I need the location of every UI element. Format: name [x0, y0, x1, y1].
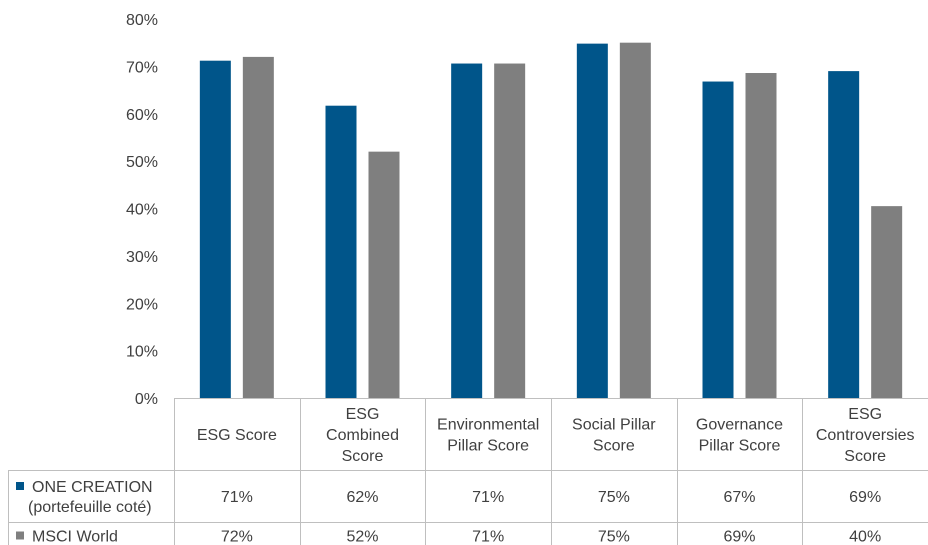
data-label-series-2: 71% — [472, 529, 504, 545]
y-tick-label: 50% — [126, 154, 158, 171]
data-label-series-1: 71% — [472, 489, 504, 506]
legend-label-series-2: MSCI World — [32, 529, 118, 545]
bar-series-1-category-6 — [828, 71, 860, 399]
data-label-series-2: 72% — [221, 529, 253, 545]
bar-series-1-category-3 — [451, 63, 483, 398]
y-tick-label: 60% — [126, 107, 158, 124]
category-label: ESG — [346, 406, 380, 423]
category-label: Controversies — [816, 427, 915, 444]
y-axis: 0% 10% 20% 30% 40% 50% 60% 70% 80% — [126, 12, 158, 408]
y-tick-label: 20% — [126, 296, 158, 313]
data-table: ESG Score ESG Combined Score Environmental Pi… — [8, 398, 928, 545]
bars — [199, 42, 903, 399]
category-label: Governance — [696, 417, 783, 434]
data-label-series-1: 71% — [221, 489, 253, 506]
category-label: Score — [342, 448, 384, 465]
data-label-series-1: 62% — [346, 489, 378, 506]
bar-series-2-category-5 — [745, 73, 777, 398]
bar-series-1-category-5 — [702, 81, 734, 398]
bar-series-1-category-2 — [325, 105, 357, 398]
bar-series-2-category-4 — [619, 42, 651, 398]
data-label-series-2: 52% — [346, 529, 378, 545]
bar-series-2-category-6 — [871, 206, 903, 398]
y-tick-label: 10% — [126, 344, 158, 361]
y-tick-label: 30% — [126, 249, 158, 266]
category-label: Score — [844, 448, 886, 465]
data-label-series-1: 67% — [723, 489, 755, 506]
y-tick-label: 40% — [126, 202, 158, 219]
legend-label-series-1: ONE CREATION — [32, 479, 153, 496]
legend-swatch-series-1 — [16, 482, 24, 490]
category-label: Score — [593, 438, 635, 455]
bar-series-2-category-2 — [368, 151, 400, 398]
bar-series-1-category-1 — [199, 60, 231, 398]
category-label: Social Pillar — [572, 417, 656, 434]
category-label: ESG Score — [197, 427, 277, 444]
legend-label-series-1: (portefeuille coté) — [28, 499, 152, 516]
category-label: Environmental — [437, 417, 539, 434]
y-tick-label: 0% — [135, 391, 158, 408]
bar-series-1-category-4 — [576, 43, 608, 398]
category-label: Pillar Score — [447, 438, 529, 455]
y-tick-label: 80% — [126, 12, 158, 29]
data-label-series-2: 69% — [723, 529, 755, 545]
category-label: ESG — [848, 406, 882, 423]
category-label: Combined — [326, 427, 399, 444]
data-label-series-2: 75% — [598, 529, 630, 545]
data-label-series-1: 75% — [598, 489, 630, 506]
bar-series-2-category-1 — [242, 56, 274, 399]
category-label: Pillar Score — [699, 438, 781, 455]
y-tick-label: 70% — [126, 59, 158, 76]
legend-swatch-series-2 — [16, 531, 24, 540]
bar-series-2-category-3 — [494, 63, 526, 398]
data-label-series-2: 40% — [849, 529, 881, 545]
data-label-series-1: 69% — [849, 489, 881, 506]
